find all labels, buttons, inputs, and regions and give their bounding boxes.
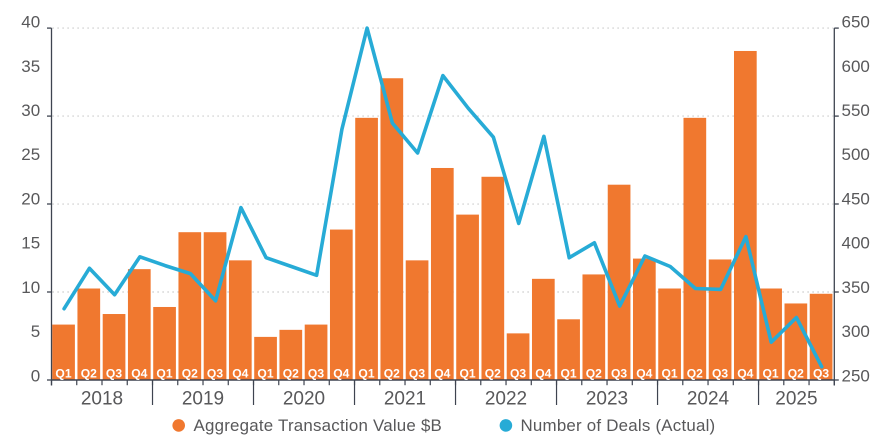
svg-text:Q3: Q3 — [611, 366, 627, 380]
svg-text:Q2: Q2 — [788, 366, 804, 380]
svg-text:350: 350 — [842, 278, 870, 297]
svg-text:2019: 2019 — [182, 389, 224, 410]
svg-text:650: 650 — [842, 13, 870, 32]
svg-text:Q2: Q2 — [384, 366, 400, 380]
svg-text:Number of Deals (Actual): Number of Deals (Actual) — [521, 416, 716, 435]
svg-text:Q4: Q4 — [232, 366, 248, 380]
svg-text:Q1: Q1 — [257, 366, 273, 380]
svg-text:Q2: Q2 — [182, 366, 198, 380]
svg-text:450: 450 — [842, 189, 870, 208]
svg-text:Q3: Q3 — [308, 366, 324, 380]
svg-text:35: 35 — [21, 57, 40, 76]
svg-text:Q4: Q4 — [434, 366, 450, 380]
svg-text:Q2: Q2 — [687, 366, 703, 380]
svg-text:25: 25 — [21, 145, 40, 164]
svg-text:5: 5 — [31, 322, 40, 341]
svg-text:Q4: Q4 — [636, 366, 652, 380]
svg-text:250: 250 — [842, 366, 870, 385]
svg-text:2025: 2025 — [775, 389, 817, 410]
svg-text:Q4: Q4 — [333, 366, 349, 380]
svg-text:0: 0 — [31, 366, 40, 385]
svg-text:Q1: Q1 — [763, 366, 779, 380]
svg-text:Q1: Q1 — [55, 366, 71, 380]
svg-text:Q1: Q1 — [561, 366, 577, 380]
svg-text:2023: 2023 — [586, 389, 628, 410]
svg-text:Q3: Q3 — [106, 366, 122, 380]
svg-text:Q2: Q2 — [81, 366, 97, 380]
svg-text:Q3: Q3 — [409, 366, 425, 380]
svg-text:550: 550 — [842, 101, 870, 120]
svg-text:Q3: Q3 — [813, 366, 829, 380]
svg-text:2022: 2022 — [485, 389, 527, 410]
svg-text:Q4: Q4 — [131, 366, 147, 380]
svg-text:Q1: Q1 — [460, 366, 476, 380]
svg-text:300: 300 — [842, 322, 870, 341]
svg-text:Q2: Q2 — [485, 366, 501, 380]
svg-text:Q3: Q3 — [712, 366, 728, 380]
svg-text:Q2: Q2 — [283, 366, 299, 380]
svg-text:Q4: Q4 — [737, 366, 753, 380]
svg-text:Q1: Q1 — [358, 366, 374, 380]
svg-text:Q4: Q4 — [535, 366, 551, 380]
svg-text:10: 10 — [21, 278, 40, 297]
svg-text:400: 400 — [842, 234, 870, 253]
svg-text:Q3: Q3 — [510, 366, 526, 380]
svg-text:Aggregate Transaction Value $B: Aggregate Transaction Value $B — [194, 416, 443, 435]
svg-text:2020: 2020 — [283, 389, 325, 410]
svg-text:20: 20 — [21, 189, 40, 208]
svg-text:2024: 2024 — [687, 389, 730, 410]
svg-text:Q1: Q1 — [662, 366, 678, 380]
svg-text:15: 15 — [21, 234, 40, 253]
svg-text:600: 600 — [842, 57, 870, 76]
svg-text:2018: 2018 — [81, 389, 123, 410]
svg-text:Q2: Q2 — [586, 366, 602, 380]
svg-text:Q1: Q1 — [156, 366, 172, 380]
svg-text:Q3: Q3 — [207, 366, 223, 380]
svg-text:40: 40 — [21, 13, 40, 32]
svg-text:2021: 2021 — [384, 389, 426, 410]
svg-text:500: 500 — [842, 145, 870, 164]
svg-text:30: 30 — [21, 101, 40, 120]
